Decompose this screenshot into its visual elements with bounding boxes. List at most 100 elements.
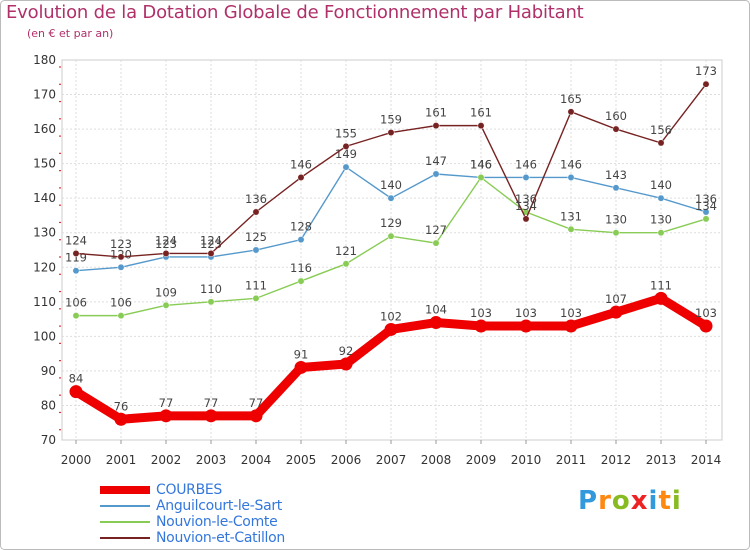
data-label: 125 — [245, 230, 267, 244]
data-label: 143 — [605, 168, 627, 182]
data-label: 160 — [605, 109, 627, 123]
data-label: 161 — [425, 106, 447, 120]
data-point — [384, 322, 398, 336]
chart-subtitle: (en € et par an) — [27, 27, 114, 40]
data-point — [432, 239, 440, 247]
data-label: 124 — [200, 233, 222, 247]
data-label: 128 — [290, 220, 312, 234]
data-point — [612, 184, 620, 192]
logo-letter: x — [630, 486, 649, 516]
data-label: 134 — [695, 199, 717, 213]
data-point — [567, 108, 575, 116]
data-point — [342, 163, 350, 171]
y-tick-label: 140 — [33, 191, 56, 205]
data-label: 155 — [335, 126, 357, 140]
data-label: 146 — [290, 157, 312, 171]
data-label: 106 — [65, 296, 87, 310]
logo-letter: i — [648, 486, 659, 516]
data-point — [657, 139, 665, 147]
data-point — [477, 174, 485, 181]
data-label: 107 — [605, 292, 627, 306]
legend-swatch — [100, 521, 150, 523]
data-point — [567, 225, 575, 233]
y-tick-label: 110 — [33, 295, 56, 309]
series-anguilcourt-le-sart: 1191201231231251281491401471461461461431… — [65, 147, 717, 275]
data-point — [702, 208, 710, 216]
data-point — [519, 319, 533, 333]
data-point — [249, 409, 263, 423]
data-point — [342, 142, 350, 150]
data-point — [69, 385, 83, 399]
data-point — [654, 291, 668, 305]
x-tick-label: 2011 — [556, 453, 587, 467]
data-label: 103 — [560, 306, 582, 320]
data-point — [297, 174, 305, 181]
data-label: 129 — [380, 216, 402, 230]
data-point — [699, 319, 713, 333]
x-tick-label: 2006 — [331, 453, 362, 467]
logo-letter: P — [578, 486, 599, 516]
data-point — [609, 305, 623, 319]
data-label: 131 — [560, 209, 582, 223]
data-label: 123 — [155, 237, 177, 251]
data-point — [117, 263, 125, 271]
x-tick-label: 2001 — [106, 453, 137, 467]
data-label: 130 — [605, 213, 627, 227]
chart-title: Evolution de la Dotation Globale de Fonc… — [6, 2, 584, 23]
legend-swatch — [100, 486, 150, 494]
data-point — [342, 260, 350, 268]
data-label: 124 — [65, 233, 87, 247]
data-label: 111 — [245, 278, 267, 292]
data-point — [702, 80, 710, 88]
data-point — [432, 122, 440, 130]
data-point — [702, 215, 710, 223]
data-label: 103 — [515, 306, 537, 320]
data-label: 104 — [425, 303, 447, 317]
series-courbes: 84 76 77 77 77 91 92 102 104 103 103 103 107 111 103 — [69, 278, 717, 426]
data-label: 102 — [380, 309, 402, 323]
data-point — [159, 409, 173, 423]
y-tick-label: 90 — [41, 364, 56, 378]
data-label: 110 — [200, 282, 222, 296]
logo-letter: i — [671, 486, 682, 516]
legend-label: Anguilcourt-le-Sart — [156, 498, 282, 514]
data-point — [387, 194, 395, 202]
y-tick-label: 150 — [33, 157, 56, 171]
data-point — [522, 174, 530, 181]
x-tick-label: 2004 — [241, 453, 272, 467]
data-label: 103 — [695, 306, 717, 320]
data-point — [564, 319, 578, 333]
data-point — [162, 301, 170, 309]
data-point — [72, 267, 80, 275]
x-tick-label: 2010 — [511, 453, 542, 467]
data-label: 116 — [290, 261, 312, 275]
data-point — [387, 232, 395, 240]
data-point — [204, 409, 218, 423]
data-label: 159 — [380, 113, 402, 127]
data-point — [429, 316, 443, 330]
data-label: 124 — [155, 233, 177, 247]
data-label: 130 — [650, 213, 672, 227]
data-point — [252, 294, 260, 302]
logo-letter: t — [658, 486, 672, 516]
data-point — [72, 312, 80, 320]
data-label: 92 — [339, 344, 354, 358]
data-label: 103 — [470, 306, 492, 320]
data-label: 146 — [470, 157, 492, 171]
y-tick-label: 100 — [33, 329, 56, 343]
data-label: 109 — [155, 285, 177, 299]
data-point — [117, 312, 125, 320]
data-label: 146 — [515, 157, 537, 171]
data-label: 136 — [245, 192, 267, 206]
data-point — [657, 229, 665, 237]
data-label: 77 — [249, 396, 264, 410]
x-tick-label: 2012 — [601, 453, 632, 467]
data-label: 165 — [560, 92, 582, 106]
y-tick-label: 120 — [33, 260, 56, 274]
x-tick-label: 2013 — [646, 453, 677, 467]
data-point — [207, 250, 215, 257]
series-nouvion-le-comte: 106 106 109 110 111 116 121 129 127 146 136 131 130 1… — [65, 157, 717, 320]
proxiti-logo: Proxiti — [578, 486, 682, 516]
